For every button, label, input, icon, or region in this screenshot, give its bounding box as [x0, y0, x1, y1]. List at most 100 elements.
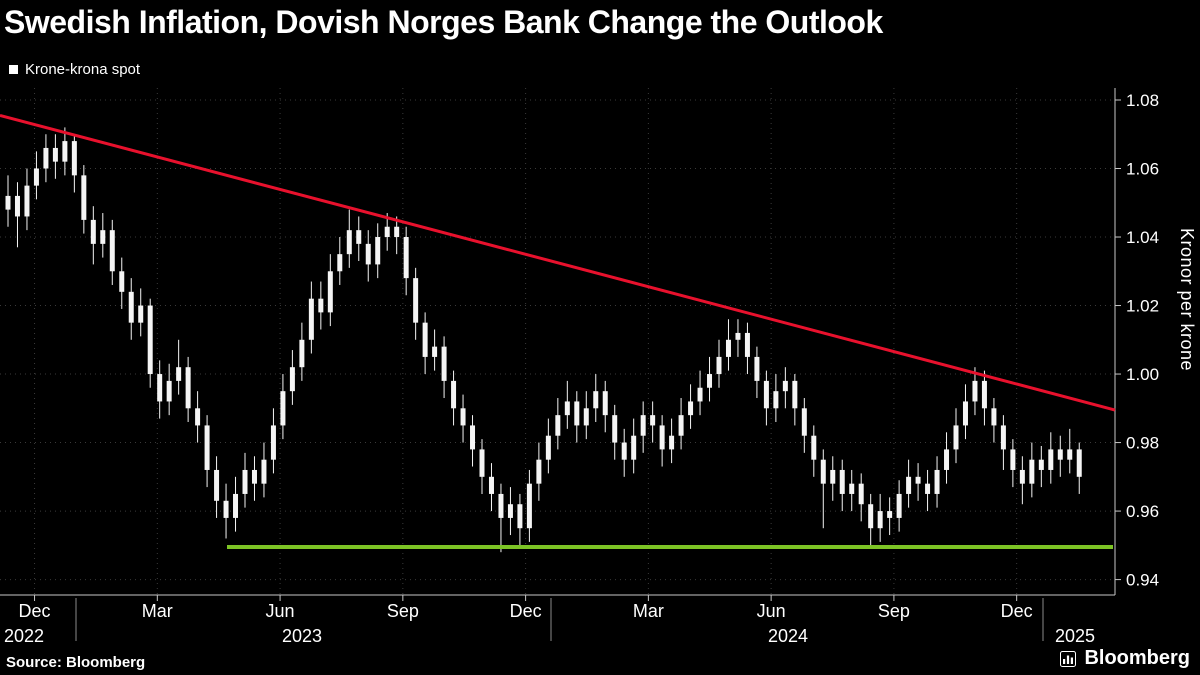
candle	[43, 134, 49, 183]
y-tick-label: 0.98	[1126, 434, 1159, 453]
candle-body	[839, 469, 845, 494]
candle-body	[242, 469, 248, 494]
candle-body	[801, 408, 807, 436]
x-tick-label: Dec	[1001, 601, 1033, 621]
candle	[441, 336, 447, 399]
candle	[773, 374, 779, 423]
candle	[270, 408, 276, 474]
candle	[233, 476, 239, 532]
candle	[299, 322, 305, 381]
candle-body	[365, 243, 371, 265]
legend-marker-icon	[9, 65, 18, 74]
candle	[1067, 428, 1073, 474]
candle	[308, 281, 314, 354]
candle	[934, 456, 940, 508]
candle	[185, 356, 191, 423]
candle-body	[906, 476, 912, 494]
candle-body	[811, 435, 817, 460]
candle-body	[763, 380, 769, 409]
candle-body	[621, 442, 627, 460]
candle	[801, 398, 807, 453]
candle-body	[119, 271, 125, 292]
x-tick-label: Dec	[19, 601, 51, 621]
candle-body	[394, 226, 400, 238]
y-tick-label: 1.00	[1126, 365, 1159, 384]
candle	[214, 456, 220, 518]
candle-body	[1076, 449, 1082, 477]
candle	[981, 370, 987, 426]
candle	[858, 473, 864, 522]
candle-body	[593, 391, 599, 409]
candle-body	[697, 387, 703, 402]
bloomberg-logo-icon	[1060, 650, 1077, 667]
candle-body	[1019, 469, 1025, 484]
candle	[5, 175, 11, 227]
candle-body	[659, 425, 665, 450]
candle-body	[270, 425, 276, 460]
candle-body	[555, 415, 561, 436]
candle	[782, 367, 788, 409]
candle	[451, 370, 457, 426]
candle-body	[62, 141, 68, 162]
candle-series	[5, 127, 1082, 553]
candle	[811, 425, 817, 477]
candle-body	[583, 408, 589, 426]
candle-body	[204, 425, 210, 470]
candle	[24, 168, 30, 231]
candle	[507, 487, 513, 536]
candle-body	[195, 408, 201, 426]
candle	[868, 493, 874, 546]
candle-body	[470, 425, 476, 450]
candle	[1019, 456, 1025, 505]
candle	[839, 459, 845, 512]
candle	[166, 363, 172, 416]
candle	[100, 213, 106, 258]
candle-body	[176, 367, 182, 381]
candle-body	[820, 459, 826, 484]
candle-body	[52, 147, 58, 162]
candle-body	[299, 339, 305, 368]
candle-body	[441, 346, 447, 381]
candle	[33, 151, 39, 200]
y-tick-label: 0.94	[1126, 571, 1159, 590]
candle-body	[944, 449, 950, 470]
candle-body	[877, 511, 883, 529]
candle	[915, 463, 921, 501]
candle	[962, 384, 968, 440]
candle-body	[782, 380, 788, 392]
legend: Krone-krona spot	[9, 61, 140, 78]
candle-body	[1000, 425, 1006, 450]
candle	[71, 134, 77, 193]
candle	[403, 226, 409, 296]
candle-body	[128, 291, 134, 323]
candle-body	[147, 305, 153, 375]
candle	[432, 329, 438, 371]
legend-label: Krone-krona spot	[25, 61, 141, 78]
candle-body	[688, 401, 694, 416]
candle-body	[716, 356, 722, 375]
candle-body	[536, 459, 542, 484]
candle-body	[830, 469, 836, 484]
candle	[545, 418, 551, 474]
candle-body	[868, 504, 874, 529]
candle-body	[669, 435, 675, 450]
candle	[1000, 415, 1006, 470]
candle-body	[631, 435, 637, 460]
candle	[1010, 439, 1016, 488]
candle-body	[280, 391, 286, 426]
candle	[763, 370, 769, 426]
candle	[707, 356, 713, 402]
y-tick-label: 1.02	[1126, 297, 1159, 316]
candle	[119, 257, 125, 309]
candle	[536, 442, 542, 501]
candle-body	[545, 435, 551, 460]
candle-body	[356, 230, 362, 244]
candle	[792, 374, 798, 426]
candle-body	[1029, 459, 1035, 484]
candle-body	[517, 504, 523, 529]
candle-body	[346, 230, 352, 255]
candle	[953, 408, 959, 464]
candle-body	[915, 476, 921, 484]
candle	[62, 127, 68, 176]
